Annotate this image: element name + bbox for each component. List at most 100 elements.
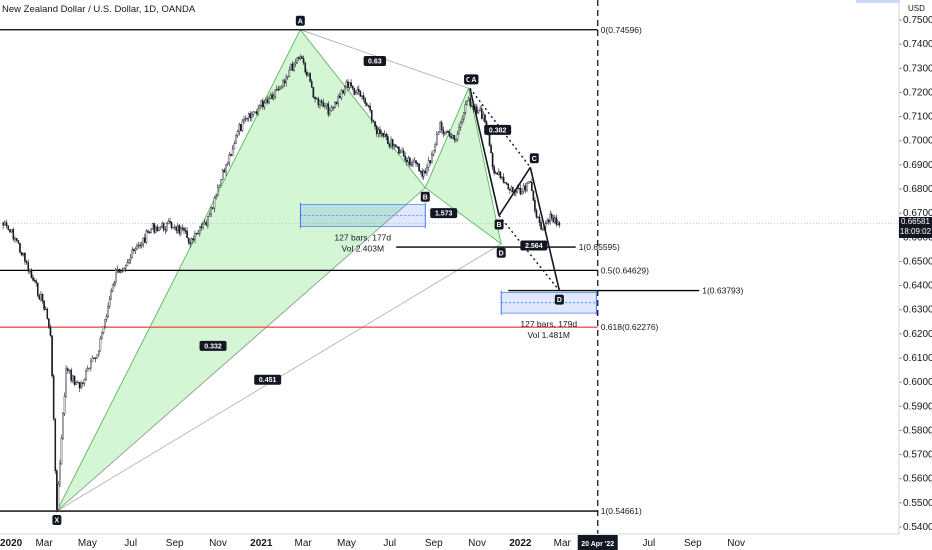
price-candle-body: [436, 134, 438, 145]
price-candle-body: [83, 379, 86, 384]
price-candle-body: [535, 210, 538, 218]
fib-level-label: 1(0.63793): [702, 286, 743, 296]
price-candle-body: [496, 172, 499, 175]
time-tick-label: 2021: [250, 538, 273, 549]
price-candle-body: [131, 249, 134, 258]
price-candle-body: [94, 357, 97, 360]
price-candle-body: [534, 200, 536, 211]
price-candle-body: [358, 89, 360, 92]
price-candle-body: [40, 293, 42, 300]
abcd-leg-bc: [498, 166, 531, 216]
price-candle-body: [63, 395, 66, 414]
price-candle-body: [544, 223, 547, 227]
price-candle-body: [46, 308, 49, 319]
date-range-bars-label: 127 bars, 177d: [334, 232, 391, 242]
price-candle-body: [296, 57, 298, 63]
price-candle-body: [330, 106, 333, 112]
price-candle-body: [200, 226, 203, 228]
price-axis-currency[interactable]: USD: [908, 4, 925, 13]
price-candle-body: [288, 69, 291, 77]
price-candle-body: [401, 150, 403, 153]
abcd-leg-ab: [469, 88, 500, 216]
price-candle-body: [285, 76, 287, 84]
price-candle-body: [290, 63, 292, 71]
price-candle-body: [314, 97, 316, 100]
bar-countdown: 18:09:02: [899, 227, 932, 236]
price-candle-body: [456, 133, 459, 140]
price-candle-body: [402, 150, 405, 157]
price-candle-body: [126, 262, 129, 267]
price-candle-body: [524, 185, 527, 191]
abcd-point-label: C: [532, 156, 537, 163]
abcd-point-label-bg: [554, 294, 564, 305]
price-candle-body: [372, 120, 375, 122]
price-candle-body: [353, 87, 356, 95]
price-candle-body: [549, 213, 552, 223]
price-candle-body: [383, 133, 386, 137]
price-candle-body: [32, 277, 34, 281]
price-candle-body: [484, 114, 486, 122]
time-tick-label: May: [337, 538, 356, 549]
price-candle-body: [361, 95, 363, 97]
abcd-dotted-ac: [469, 87, 531, 168]
price-candle-body: [505, 182, 508, 185]
price-candle-body: [440, 122, 443, 131]
price-candle-body: [271, 94, 273, 99]
price-candle-body: [522, 185, 525, 193]
pattern-point-label-bg: [52, 515, 62, 526]
time-tick-label: Jul: [383, 538, 396, 549]
time-tick-label: May: [78, 538, 97, 549]
price-candle-body: [183, 228, 185, 231]
price-candle-body: [136, 245, 138, 250]
top-right-highlight: [856, 0, 900, 3]
price-candle-body: [128, 259, 130, 264]
price-candle-body: [236, 131, 239, 136]
price-candle-body: [93, 357, 95, 359]
abcd-point-label: D: [557, 297, 562, 304]
price-candle-body: [319, 100, 321, 106]
price-candle-body: [458, 127, 460, 135]
price-candle-body: [68, 369, 71, 372]
price-candle-body: [263, 102, 266, 108]
abcd-ratio-label: 0.382: [489, 127, 507, 134]
price-candle-body: [291, 63, 294, 71]
price-candle-body: [382, 133, 384, 137]
price-candle-body: [186, 230, 188, 239]
last-price-tag: 0.66581 18:09:02: [899, 217, 932, 238]
price-candle-body: [243, 118, 245, 122]
price-candle-body: [493, 166, 495, 174]
price-candle-body: [19, 242, 21, 253]
price-candle-body: [85, 370, 87, 380]
price-candle-body: [247, 113, 250, 119]
price-candle-body: [461, 118, 464, 123]
price-candle-body: [340, 90, 343, 99]
abcd-point-label: B: [497, 222, 502, 229]
price-candle-body: [455, 139, 457, 141]
price-candle-body: [134, 248, 137, 251]
price-candle-body: [466, 100, 468, 105]
pattern-point-label: X: [55, 518, 60, 525]
price-candle-body: [315, 98, 318, 100]
price-candle-body: [60, 438, 63, 465]
price-candle-body: [118, 269, 120, 273]
price-candle-body: [180, 227, 182, 234]
price-candle-body: [20, 251, 23, 256]
price-candle-body: [554, 217, 556, 223]
price-candle-body: [33, 280, 36, 282]
price-candle-body: [453, 135, 456, 140]
price-candle-body: [24, 252, 26, 262]
price-candle-body: [277, 88, 280, 91]
price-candle-body: [254, 111, 256, 113]
price-candle-body: [98, 350, 100, 355]
abcd-point-label-bg: [469, 74, 479, 85]
price-candle-body: [111, 283, 114, 292]
time-tick-label: Sep: [166, 538, 184, 549]
fib-level-label: 0(0.74596): [601, 25, 642, 35]
price-candle-body: [552, 217, 555, 223]
price-candle-body: [66, 368, 69, 371]
price-candle-body: [238, 124, 241, 132]
